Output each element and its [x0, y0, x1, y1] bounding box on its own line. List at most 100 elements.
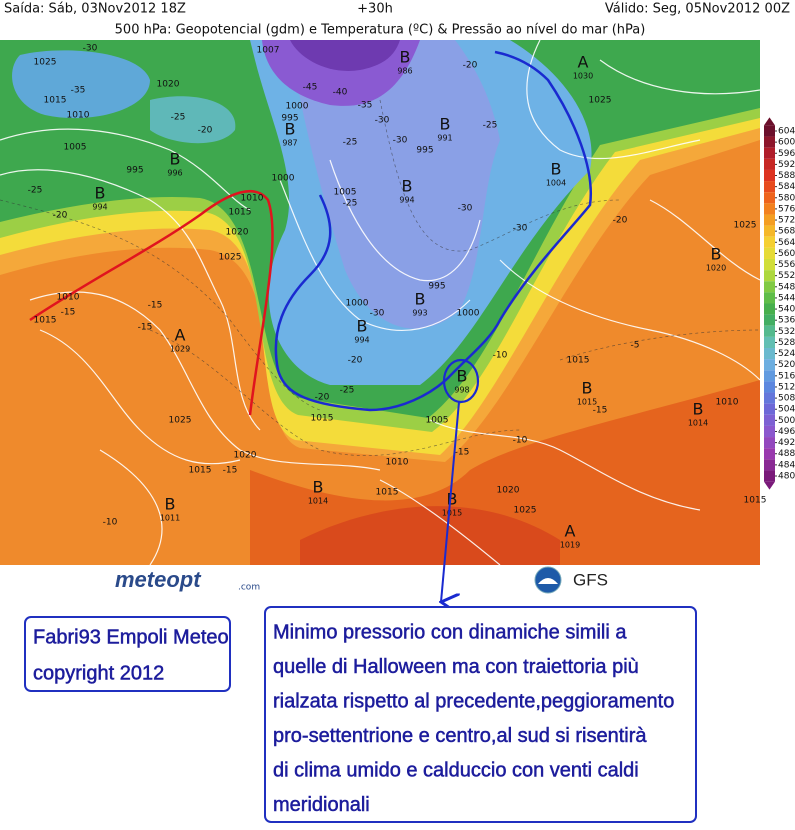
- colorbar-label: 496: [778, 427, 795, 437]
- contour-label: -20: [198, 126, 213, 136]
- center-letter: A: [565, 522, 576, 541]
- contour-label: 1010: [716, 398, 739, 408]
- contour-label: -10: [493, 351, 508, 361]
- contour-label: -35: [71, 86, 86, 96]
- center-letter: B: [551, 160, 562, 179]
- colorbar-cell: [764, 470, 775, 482]
- colorbar-cell: [764, 448, 775, 460]
- colorbar-cell: [764, 270, 775, 282]
- field-blue-left: [12, 50, 151, 119]
- colorbar-cell: [764, 236, 775, 248]
- contour-label: -40: [333, 88, 348, 98]
- center-letter: B: [447, 490, 458, 509]
- comment-line: rialzata rispetto al precedente,peggiora…: [273, 690, 674, 712]
- isobars: [0, 40, 760, 565]
- field-red: [300, 506, 560, 565]
- colorbar-cell: [764, 314, 775, 326]
- colorbar-cell: [764, 214, 775, 226]
- center-value: 1029: [170, 345, 190, 354]
- contour-label: 995: [428, 282, 445, 292]
- map-labels: -30-3510251020101510101005-25-20995-25-2…: [28, 44, 767, 528]
- colorbar-label: 560: [778, 249, 795, 259]
- colorbar-cell: [764, 225, 775, 237]
- contour-label: 1010: [67, 111, 90, 121]
- center-value: 994: [92, 203, 107, 212]
- field-teal-left: [150, 96, 236, 144]
- contour-label: -25: [343, 138, 358, 148]
- center-letter: A: [578, 53, 589, 72]
- colorbar-cell: [764, 336, 775, 349]
- center-value: 998: [454, 386, 469, 395]
- center-letter: B: [402, 177, 413, 196]
- colorbar-cell: [764, 181, 775, 193]
- contour-label: 1020: [157, 80, 180, 90]
- colorbar-label: 512: [778, 382, 795, 392]
- center-letter: B: [357, 317, 368, 336]
- colorbar-cell: [764, 325, 775, 337]
- center-value: 1030: [573, 72, 593, 81]
- colorbar-label: 576: [778, 204, 795, 214]
- credit-line: copyright 2012: [33, 662, 164, 684]
- colorbar-label: 480: [778, 472, 795, 482]
- meteopt-suffix: .com: [238, 583, 260, 593]
- contour-label: -20: [315, 393, 330, 403]
- colorbar-label: 596: [778, 149, 795, 159]
- center-value: 996: [167, 169, 182, 178]
- ridge-line: [29, 190, 274, 416]
- field-darkpurple: [290, 40, 400, 71]
- contour-label: -10: [103, 518, 118, 528]
- contour-label: -35: [358, 101, 373, 111]
- comment-line: Minimo pressorio con dinamiche simili a: [273, 621, 627, 643]
- colorbar-label: 600: [778, 138, 795, 148]
- contour-label: -25: [483, 121, 498, 131]
- contour-label: -15: [223, 466, 238, 476]
- colorbar-cell: [764, 403, 775, 415]
- center-value: 994: [354, 336, 369, 345]
- colorbar-label: 584: [778, 182, 795, 192]
- credit-box: [24, 616, 231, 692]
- contour-label: 1005: [64, 143, 87, 153]
- contour-label: 1015: [376, 488, 399, 498]
- contour-label: -10: [513, 436, 528, 446]
- colorbar-cell: [764, 247, 775, 259]
- colorbar-label: 532: [778, 327, 795, 337]
- contour-label: -15: [593, 406, 608, 416]
- low-circle: [442, 358, 480, 404]
- center-value: 986: [397, 67, 412, 76]
- center-value: 991: [437, 134, 452, 143]
- center-letter: B: [400, 48, 411, 67]
- colorbar-cell: [764, 203, 775, 215]
- center-value: 1011: [160, 514, 180, 523]
- contour-label: 1025: [169, 416, 192, 426]
- center-letter: B: [415, 290, 426, 309]
- colorbar-label: 540: [778, 305, 795, 315]
- trough-line: [274, 50, 592, 412]
- contour-label: -20: [53, 211, 68, 221]
- contour-label: 1015: [744, 496, 767, 506]
- center-letter: A: [175, 326, 186, 345]
- contour-label: -25: [28, 186, 43, 196]
- contour-label: 1015: [229, 208, 252, 218]
- lead-time: +30h: [357, 2, 393, 17]
- colorbar-label: 492: [778, 438, 795, 448]
- colorbar-label: 568: [778, 227, 795, 237]
- contour-label: 995: [416, 146, 433, 156]
- colorbar-cell: [764, 125, 775, 137]
- colorbar-label: 552: [778, 271, 795, 281]
- center-letter: B: [285, 120, 296, 139]
- colorbar-cell: [764, 392, 775, 404]
- colorbar-label: 484: [778, 460, 795, 470]
- center-value: 1015: [577, 398, 597, 407]
- colorbar-cell: [764, 303, 775, 315]
- contour-label: -15: [455, 448, 470, 458]
- contour-label: 1000: [272, 174, 295, 184]
- colorbar-cell: [764, 192, 775, 204]
- comment-line: quelle di Halloween ma con traiettoria p…: [273, 656, 639, 678]
- colorbar-cell: [764, 147, 775, 159]
- colorbar-label: 588: [778, 171, 795, 181]
- center-letter: B: [313, 478, 324, 497]
- contour-label: 1020: [234, 451, 257, 461]
- contour-label: 1005: [334, 188, 357, 198]
- contour-label: -5: [631, 341, 640, 351]
